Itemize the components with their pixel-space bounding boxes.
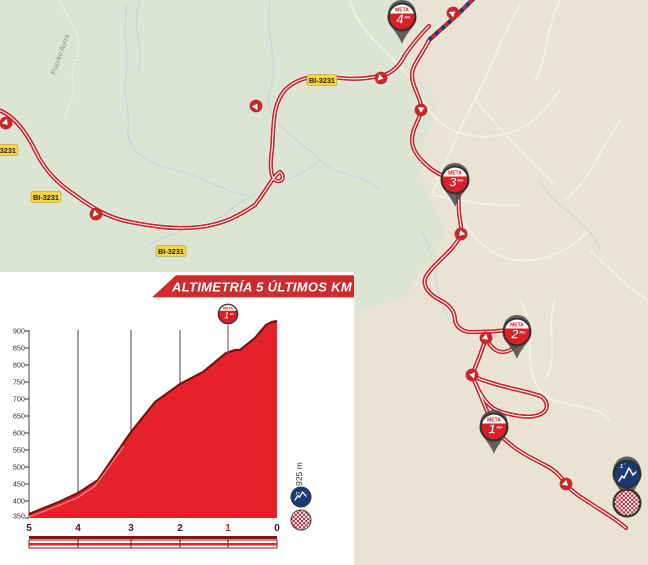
svg-text:0: 0	[274, 523, 280, 534]
svg-text:1ª: 1ª	[296, 491, 300, 496]
svg-text:3: 3	[128, 523, 134, 534]
svg-text:600: 600	[13, 429, 25, 438]
svg-text:2: 2	[177, 523, 183, 534]
svg-text:2: 2	[510, 327, 519, 342]
svg-text:750: 750	[13, 378, 25, 387]
svg-text:4: 4	[395, 12, 404, 27]
svg-text:ALTIMETRÍA 5 ÚLTIMOS KM: ALTIMETRÍA 5 ÚLTIMOS KM	[171, 280, 353, 295]
svg-text:Km: Km	[496, 426, 503, 430]
svg-text:1: 1	[225, 523, 231, 534]
svg-text:Km: Km	[230, 312, 235, 316]
svg-text:350: 350	[13, 512, 25, 521]
svg-text:550: 550	[13, 446, 25, 455]
svg-text:3: 3	[449, 175, 457, 190]
svg-text:900: 900	[13, 327, 25, 336]
svg-text:Km: Km	[519, 331, 526, 335]
svg-text:META: META	[223, 306, 233, 310]
svg-text:800: 800	[13, 361, 25, 370]
svg-text:650: 650	[13, 412, 25, 421]
svg-text:1: 1	[620, 464, 623, 470]
svg-text:1: 1	[224, 311, 229, 321]
svg-text:500: 500	[13, 463, 25, 472]
svg-text:850: 850	[13, 344, 25, 353]
svg-text:Km: Km	[404, 16, 411, 20]
svg-text:925 m: 925 m	[294, 462, 304, 486]
svg-text:1: 1	[488, 422, 495, 437]
svg-text:400: 400	[13, 497, 25, 506]
svg-text:Km: Km	[457, 179, 464, 183]
svg-text:4: 4	[75, 523, 81, 534]
svg-text:700: 700	[13, 395, 25, 404]
svg-text:5: 5	[26, 523, 32, 534]
svg-text:450: 450	[13, 480, 25, 489]
